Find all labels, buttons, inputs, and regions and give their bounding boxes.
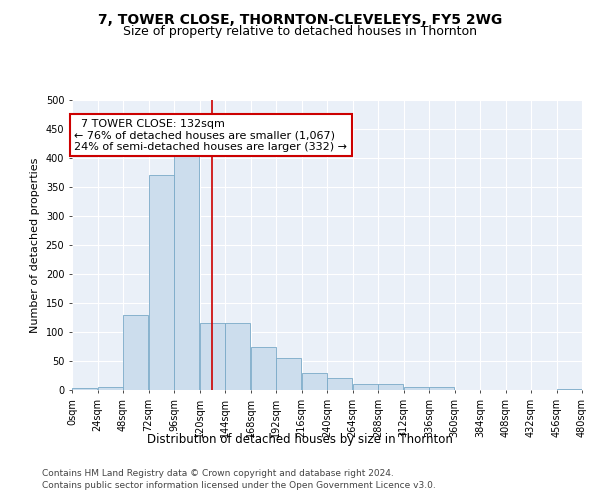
Text: Contains HM Land Registry data © Crown copyright and database right 2024.: Contains HM Land Registry data © Crown c…	[42, 468, 394, 477]
Bar	[225, 324, 250, 390]
Text: Distribution of detached houses by size in Thornton: Distribution of detached houses by size …	[147, 432, 453, 446]
Bar	[404, 387, 429, 390]
Bar	[200, 324, 225, 390]
Bar	[98, 387, 123, 390]
Text: Size of property relative to detached houses in Thornton: Size of property relative to detached ho…	[123, 25, 477, 38]
Bar	[149, 176, 174, 390]
Bar	[302, 372, 327, 390]
Bar	[123, 314, 148, 390]
Text: 7 TOWER CLOSE: 132sqm
← 76% of detached houses are smaller (1,067)
24% of semi-d: 7 TOWER CLOSE: 132sqm ← 76% of detached …	[74, 118, 347, 152]
Bar	[251, 346, 276, 390]
Bar	[276, 358, 301, 390]
Text: Contains public sector information licensed under the Open Government Licence v3: Contains public sector information licen…	[42, 481, 436, 490]
Bar	[72, 388, 97, 390]
Bar	[353, 384, 378, 390]
Bar	[378, 384, 403, 390]
Bar	[429, 387, 454, 390]
Bar	[327, 378, 352, 390]
Y-axis label: Number of detached properties: Number of detached properties	[30, 158, 40, 332]
Text: 7, TOWER CLOSE, THORNTON-CLEVELEYS, FY5 2WG: 7, TOWER CLOSE, THORNTON-CLEVELEYS, FY5 …	[98, 12, 502, 26]
Bar	[174, 146, 199, 390]
